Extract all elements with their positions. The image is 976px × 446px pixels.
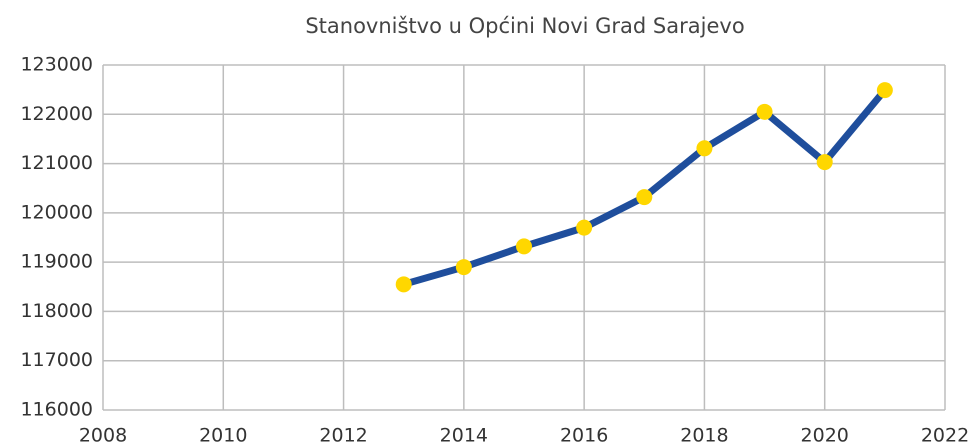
y-tick-label: 119000 — [20, 251, 93, 273]
y-tick-label: 123000 — [20, 54, 93, 76]
y-tick-label: 118000 — [20, 300, 93, 322]
x-tick-label: 2010 — [199, 425, 247, 446]
marker — [876, 82, 893, 99]
marker — [696, 140, 713, 157]
x-tick-label: 2014 — [440, 425, 488, 446]
marker — [516, 238, 532, 255]
x-tick-label: 2016 — [560, 425, 608, 446]
marker — [395, 276, 412, 293]
x-tick-label: 2018 — [680, 425, 728, 446]
marker — [756, 103, 773, 120]
y-tick-label: 116000 — [20, 399, 93, 421]
marker — [816, 154, 833, 171]
y-tick-label: 121000 — [20, 152, 93, 174]
y-tick-label: 120000 — [20, 201, 93, 223]
marker — [576, 219, 593, 236]
y-tick-label: 117000 — [20, 349, 93, 371]
marker — [455, 259, 472, 276]
marker — [636, 189, 653, 206]
y-tick-label: 122000 — [20, 103, 93, 125]
line — [402, 87, 888, 288]
x-tick-label: 2008 — [79, 425, 127, 446]
x-tick-label: 2020 — [801, 425, 849, 446]
chart-title: Stanovništvo u Općini Novi Grad Sarajevo — [305, 14, 744, 38]
x-tick-label: 2012 — [319, 425, 367, 446]
x-tick-label: 2022 — [921, 425, 969, 446]
